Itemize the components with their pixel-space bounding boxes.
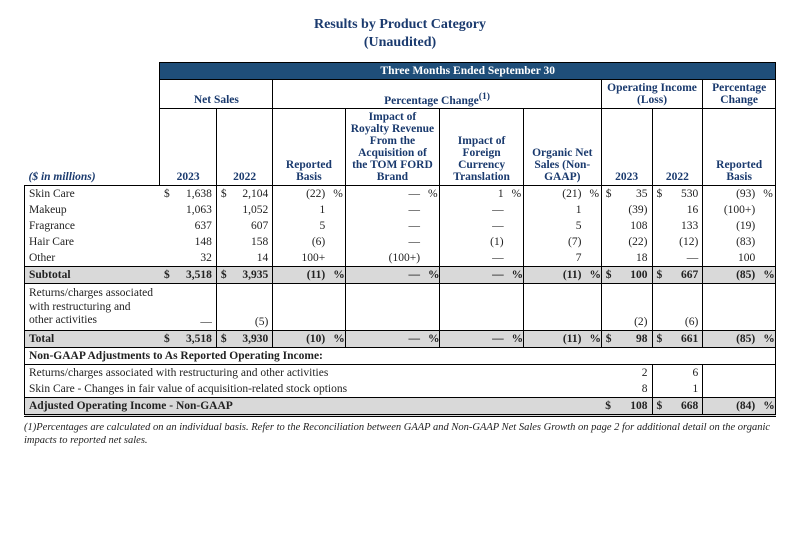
table-row: Fragrance6376075——5108133(19) bbox=[25, 218, 776, 234]
subtotal-label: Subtotal bbox=[25, 267, 160, 284]
row-label: Hair Care bbox=[25, 234, 160, 250]
footnote: (1)Percentages are calculated on an indi… bbox=[24, 421, 776, 447]
total-row: Total $3,518 $3,930 (10)% —% —% (11)% $9… bbox=[25, 331, 776, 348]
nongaap-header: Non-GAAP Adjustments to As Reported Oper… bbox=[25, 348, 602, 365]
total-label: Total bbox=[25, 331, 160, 348]
returns-row: Returns/charges associated with restruct… bbox=[25, 284, 776, 331]
row-label: Makeup bbox=[25, 202, 160, 218]
title-line1: Results by Product Category bbox=[314, 17, 486, 32]
col-oi-2023: 2023 bbox=[601, 109, 652, 186]
group-pct-change: Percentage Change(1) bbox=[273, 80, 601, 109]
adjusted-label: Adjusted Operating Income - Non-GAAP bbox=[25, 398, 602, 416]
group-header-row: Net Sales Percentage Change(1) Operating… bbox=[25, 80, 776, 109]
adjustment-row: Skin Care - Changes in fair value of acq… bbox=[25, 381, 776, 398]
page-title: Results by Product Category (Unaudited) bbox=[24, 16, 776, 52]
col-header-row: ($ in millions) 2023 2022 Reported Basis… bbox=[25, 109, 776, 186]
subtotal-row: Subtotal $3,518 $3,935 (11)% —% —% (11)%… bbox=[25, 267, 776, 284]
col-royalty: Impact of Royalty Revenue From the Acqui… bbox=[345, 109, 440, 186]
title-line2: (Unaudited) bbox=[364, 35, 436, 50]
col-fx: Impact of Foreign Currency Translation bbox=[440, 109, 524, 186]
group-net-sales: Net Sales bbox=[160, 80, 273, 109]
col-reported2: Reported Basis bbox=[703, 109, 776, 186]
nongaap-header-row: Non-GAAP Adjustments to As Reported Oper… bbox=[25, 348, 776, 365]
col-oi-2022: 2022 bbox=[652, 109, 703, 186]
adj-label: Returns/charges associated with restruct… bbox=[25, 365, 602, 382]
col-ns-2022: 2022 bbox=[216, 109, 272, 186]
adj-label: Skin Care - Changes in fair value of acq… bbox=[25, 381, 602, 398]
banner-row: Three Months Ended September 30 bbox=[25, 63, 776, 80]
table-row: Makeup1,0631,0521——1(39)16(100+) bbox=[25, 202, 776, 218]
col-reported: Reported Basis bbox=[273, 109, 345, 186]
adjustment-row: Returns/charges associated with restruct… bbox=[25, 365, 776, 382]
unit-label: ($ in millions) bbox=[25, 109, 160, 186]
banner-cell: Three Months Ended September 30 bbox=[160, 63, 776, 80]
table-row: Skin Care$1,638$2,104(22)%—%1%(21)%$35$5… bbox=[25, 186, 776, 203]
row-label: Fragrance bbox=[25, 218, 160, 234]
group-op-income: Operating Income (Loss) bbox=[601, 80, 703, 109]
group-pct-change2: Percentage Change bbox=[703, 80, 776, 109]
results-table: Three Months Ended September 30 Net Sale… bbox=[24, 62, 776, 417]
returns-label: Returns/charges associated with restruct… bbox=[25, 284, 160, 331]
table-row: Hair Care148158(6)—(1)(7)(22)(12)(83) bbox=[25, 234, 776, 250]
row-label: Skin Care bbox=[25, 186, 160, 203]
adjusted-row: Adjusted Operating Income - Non-GAAP $10… bbox=[25, 398, 776, 416]
col-ns-2023: 2023 bbox=[160, 109, 216, 186]
col-organic: Organic Net Sales (Non-GAAP) bbox=[523, 109, 601, 186]
row-label: Other bbox=[25, 250, 160, 267]
table-row: Other3214100+(100+)—718—100 bbox=[25, 250, 776, 267]
